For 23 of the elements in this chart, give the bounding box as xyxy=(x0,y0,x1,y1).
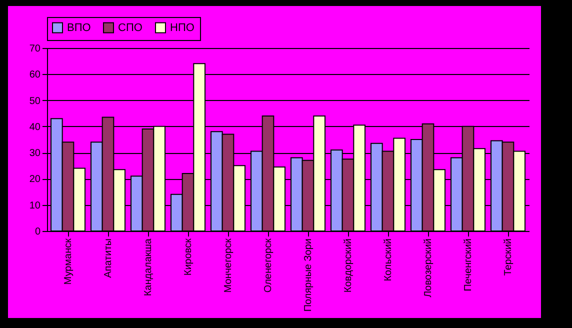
x-tick-label: Кольский xyxy=(383,238,394,282)
x-tick-label: Оленегорск xyxy=(263,238,274,293)
x-tick-label: Полярные Зори xyxy=(303,238,314,312)
y-tick-label: 0 xyxy=(34,226,41,238)
y-tick-label: 60 xyxy=(29,70,41,81)
legend-label: НПО xyxy=(170,22,195,34)
x-tick-label: Печенгский xyxy=(463,238,474,292)
y-tick-label: 40 xyxy=(29,122,41,133)
legend-label: ВПО xyxy=(67,22,92,34)
x-tick-label: Ковдорский xyxy=(343,238,354,293)
y-tick-label: 50 xyxy=(29,96,41,107)
x-tick-label: Терский xyxy=(503,238,514,276)
legend-label: СПО xyxy=(118,22,143,34)
x-tick-label: Апатиты xyxy=(103,238,114,278)
x-tick-label: Ловозерский xyxy=(423,238,434,298)
y-tick-label: 10 xyxy=(29,200,41,212)
x-tick-label: Кандалакша xyxy=(143,238,154,296)
y-tick-label: 30 xyxy=(29,148,41,160)
x-tick-label: Мурманск xyxy=(63,238,74,285)
x-tick-label: Мончегорск xyxy=(223,238,234,293)
y-tick-label: 20 xyxy=(29,174,41,186)
x-tick-label: Кировск xyxy=(183,238,194,276)
y-tick-label: 70 xyxy=(29,44,41,54)
